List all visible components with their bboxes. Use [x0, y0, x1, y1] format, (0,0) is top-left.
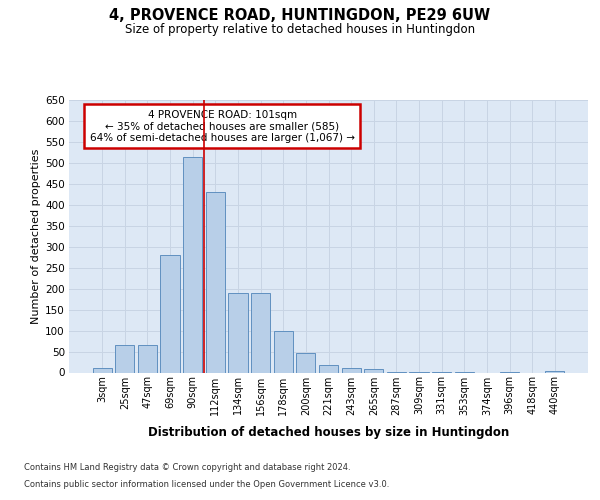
Bar [229, 293, 248, 372]
Bar [160, 255, 180, 372]
Bar [206, 192, 225, 372]
Bar [251, 293, 270, 372]
Text: Distribution of detached houses by size in Huntingdon: Distribution of detached houses by size … [148, 426, 509, 439]
Bar [296, 353, 316, 372]
Bar [274, 330, 293, 372]
Text: Contains HM Land Registry data © Crown copyright and database right 2024.: Contains HM Land Registry data © Crown c… [24, 464, 350, 472]
Y-axis label: Number of detached properties: Number of detached properties [31, 148, 41, 324]
Text: Size of property relative to detached houses in Huntingdon: Size of property relative to detached ho… [125, 22, 475, 36]
Bar [183, 156, 202, 372]
Bar [545, 371, 565, 372]
Bar [92, 368, 112, 372]
Bar [319, 365, 338, 372]
Bar [115, 345, 134, 372]
Text: 4, PROVENCE ROAD, HUNTINGDON, PE29 6UW: 4, PROVENCE ROAD, HUNTINGDON, PE29 6UW [109, 8, 491, 22]
Text: 4 PROVENCE ROAD: 101sqm
← 35% of detached houses are smaller (585)
64% of semi-d: 4 PROVENCE ROAD: 101sqm ← 35% of detache… [89, 110, 355, 142]
Bar [341, 368, 361, 372]
Bar [138, 345, 157, 372]
Bar [364, 369, 383, 372]
Text: Contains public sector information licensed under the Open Government Licence v3: Contains public sector information licen… [24, 480, 389, 489]
